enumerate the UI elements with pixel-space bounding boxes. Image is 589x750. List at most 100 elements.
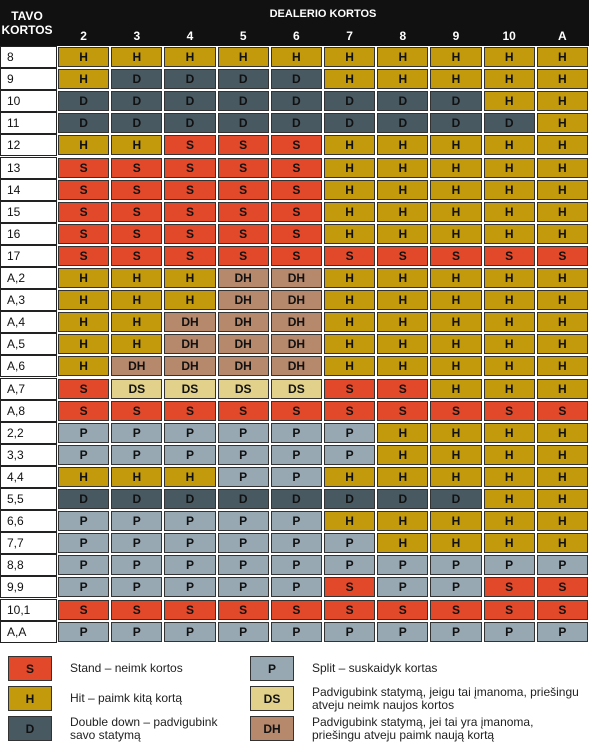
action-cell: D <box>217 489 269 510</box>
action-cell: P <box>217 533 269 554</box>
action-cell: S <box>270 599 322 620</box>
player-hand: 16 <box>0 222 57 245</box>
action-cell: S <box>377 400 429 421</box>
action-cell: H <box>430 223 482 244</box>
action-cell: H <box>536 113 588 134</box>
legend-text: Split – suskaidyk kortas <box>312 661 438 675</box>
action-cell: P <box>111 444 163 465</box>
action-cell: H <box>430 201 482 222</box>
action-cell: P <box>58 422 110 443</box>
action-cell: H <box>536 47 588 68</box>
action-cell: H <box>377 223 429 244</box>
action-cell: DS <box>217 378 269 399</box>
action-cell: H <box>377 511 429 532</box>
action-cell: P <box>324 444 376 465</box>
action-cell: S <box>111 245 163 266</box>
action-cell: S <box>483 577 535 598</box>
action-cell: S <box>111 157 163 178</box>
dealer-card: 10 <box>482 25 536 46</box>
dealer-card: 5 <box>216 25 270 46</box>
action-cell: D <box>164 91 216 112</box>
action-cell: P <box>217 422 269 443</box>
action-cell: H <box>217 47 269 68</box>
action-cell: H <box>58 268 110 289</box>
action-cell: H <box>377 69 429 90</box>
action-cell: H <box>324 511 376 532</box>
action-cell: H <box>536 422 588 443</box>
player-hand: A,4 <box>0 311 57 334</box>
action-cell: H <box>164 47 216 68</box>
action-cell: H <box>536 223 588 244</box>
action-cell: S <box>58 201 110 222</box>
action-cell: H <box>430 466 482 487</box>
action-cell: D <box>430 113 482 134</box>
action-cell: S <box>324 245 376 266</box>
player-hand: A,A <box>0 620 57 643</box>
action-cell: H <box>324 290 376 311</box>
dealer-card: 6 <box>269 25 323 46</box>
action-cell: S <box>270 223 322 244</box>
action-cell: D <box>270 91 322 112</box>
action-cell: H <box>483 489 535 510</box>
dealer-card: 7 <box>323 25 377 46</box>
action-cell: P <box>58 511 110 532</box>
action-cell: D <box>377 113 429 134</box>
action-cell: H <box>324 466 376 487</box>
player-hand: 11 <box>0 112 57 135</box>
action-cell: H <box>324 179 376 200</box>
action-cell: H <box>324 356 376 377</box>
action-cell: S <box>164 179 216 200</box>
action-cell: S <box>58 157 110 178</box>
action-cell: DS <box>111 378 163 399</box>
action-cell: H <box>430 179 482 200</box>
action-cell: S <box>217 245 269 266</box>
action-cell: H <box>430 378 482 399</box>
action-cell: S <box>164 400 216 421</box>
action-cell: D <box>430 91 482 112</box>
action-cell: S <box>270 157 322 178</box>
action-cell: DH <box>270 290 322 311</box>
action-cell: S <box>536 245 588 266</box>
action-cell: DH <box>217 312 269 333</box>
action-cell: P <box>111 555 163 576</box>
action-cell: H <box>430 47 482 68</box>
action-cell: H <box>111 334 163 355</box>
player-hand: 8 <box>0 46 57 69</box>
player-hand: 9 <box>0 68 57 91</box>
action-cell: H <box>483 312 535 333</box>
action-cell: S <box>217 201 269 222</box>
legend-text: Padvigubink statymą, jei tai yra įmanoma… <box>312 714 534 742</box>
action-cell: H <box>377 334 429 355</box>
legend-swatch: DH <box>250 716 294 741</box>
action-cell: H <box>483 179 535 200</box>
action-cell: DH <box>217 334 269 355</box>
action-cell: H <box>377 290 429 311</box>
action-cell: H <box>536 201 588 222</box>
action-cell: H <box>324 135 376 156</box>
action-cell: P <box>111 577 163 598</box>
action-cell: H <box>377 179 429 200</box>
action-cell: D <box>217 91 269 112</box>
action-cell: H <box>483 69 535 90</box>
dealer-card: 3 <box>110 25 164 46</box>
action-cell: H <box>430 444 482 465</box>
action-cell: P <box>377 577 429 598</box>
action-cell: S <box>58 223 110 244</box>
action-cell: D <box>164 113 216 134</box>
action-cell: D <box>270 69 322 90</box>
player-hand: 17 <box>0 244 57 267</box>
action-cell: P <box>270 555 322 576</box>
action-cell: DS <box>164 378 216 399</box>
action-cell: S <box>377 378 429 399</box>
action-cell: H <box>483 47 535 68</box>
action-cell: S <box>377 245 429 266</box>
action-cell: H <box>483 444 535 465</box>
action-cell: H <box>377 466 429 487</box>
action-cell: P <box>217 621 269 642</box>
action-cell: H <box>483 91 535 112</box>
action-cell: H <box>536 511 588 532</box>
action-cell: D <box>377 91 429 112</box>
legend-swatch: S <box>8 656 52 681</box>
action-cell: H <box>58 47 110 68</box>
player-hand: A,5 <box>0 333 57 356</box>
